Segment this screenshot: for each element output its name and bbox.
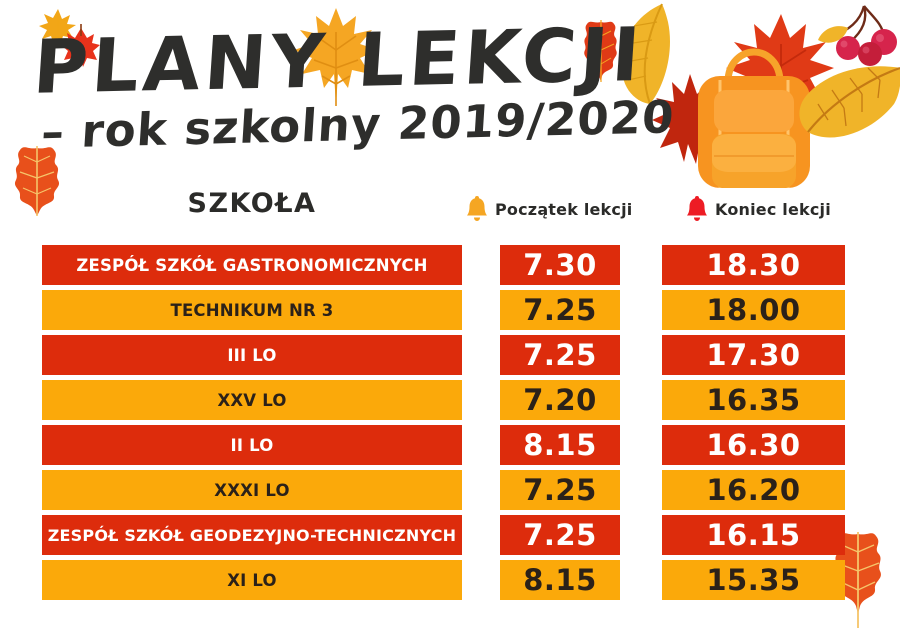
cell-school-label: TECHNIKUM NR 3 [170, 300, 334, 320]
cell-school: ZESPÓŁ SZKÓŁ GASTRONOMICZNYCH [42, 245, 462, 285]
cell-end-time: 15.35 [662, 560, 845, 600]
cell-end-time-label: 16.15 [706, 518, 801, 552]
table-row: ZESPÓŁ SZKÓŁ GEODEZYJNO-TECHNICZNYCH 7.25… [0, 515, 900, 555]
cell-start-time-label: 7.25 [523, 293, 597, 327]
cell-school-label: XXV LO [217, 390, 287, 410]
backpack-icon [698, 48, 810, 188]
cell-end-time-label: 16.30 [706, 428, 801, 462]
cell-end-time: 18.30 [662, 245, 845, 285]
cell-end-time: 18.00 [662, 290, 845, 330]
cell-school-label: II LO [230, 435, 274, 455]
table-row: XXXI LO 7.25 16.20 [0, 470, 900, 510]
legend-lesson-end: Koniec lekcji [686, 196, 831, 222]
cell-school-label: XXXI LO [214, 480, 290, 500]
cell-end-time-label: 18.30 [706, 248, 801, 282]
cell-start-time: 7.25 [500, 515, 620, 555]
cell-school: XXXI LO [42, 470, 462, 510]
cell-start-time-label: 8.15 [523, 563, 597, 597]
table-row: TECHNIKUM NR 3 7.25 18.00 [0, 290, 900, 330]
birch-leaf-large-yellow-icon [799, 66, 900, 138]
cell-end-time-label: 15.35 [706, 563, 801, 597]
cell-school: II LO [42, 425, 462, 465]
cell-start-time-label: 8.15 [523, 428, 597, 462]
small-leaf-yellow-icon [818, 26, 848, 43]
cell-school: TECHNIKUM NR 3 [42, 290, 462, 330]
column-headers: SZKOŁA Początek lekcji Koniec lekcji [0, 186, 900, 232]
page-subtitle: – rok szkolny 2019/2020 [39, 90, 677, 160]
table-row: ZESPÓŁ SZKÓŁ GASTRONOMICZNYCH 7.30 18.30 [0, 245, 900, 285]
cell-start-time: 7.20 [500, 380, 620, 420]
schedule-table: ZESPÓŁ SZKÓŁ GASTRONOMICZNYCH 7.30 18.30 TE… [0, 245, 900, 605]
cell-start-time-label: 7.25 [523, 518, 597, 552]
cell-end-time-label: 18.00 [706, 293, 801, 327]
maple-leaf-red-large-icon [726, 14, 834, 144]
cell-school-label: ZESPÓŁ SZKÓŁ GEODEZYJNO-TECHNICZNYCH [47, 525, 457, 545]
cell-start-time: 7.25 [500, 470, 620, 510]
berries-icon [833, 5, 897, 66]
table-row: XXV LO 7.20 16.35 [0, 380, 900, 420]
cell-start-time-label: 7.25 [523, 473, 597, 507]
cell-start-time: 7.25 [500, 290, 620, 330]
cell-start-time: 7.30 [500, 245, 620, 285]
cell-start-time-label: 7.30 [523, 248, 597, 282]
pencils-icon [776, 88, 796, 138]
legend-lesson-start: Początek lekcji [466, 196, 632, 222]
bell-icon-red [687, 196, 707, 221]
cell-school: XI LO [42, 560, 462, 600]
cell-end-time: 16.20 [662, 470, 845, 510]
cell-end-time-label: 16.20 [706, 473, 801, 507]
cell-school: XXV LO [42, 380, 462, 420]
cell-start-time-label: 7.25 [523, 338, 597, 372]
bell-icon-orange [467, 196, 487, 221]
cell-school: III LO [42, 335, 462, 375]
cell-end-time: 17.30 [662, 335, 845, 375]
cell-end-time-label: 17.30 [706, 338, 801, 372]
cell-start-time: 8.15 [500, 560, 620, 600]
cell-start-time: 7.25 [500, 335, 620, 375]
cell-school: ZESPÓŁ SZKÓŁ GEODEZYJNO-TECHNICZNYCH [42, 515, 462, 555]
cell-end-time-label: 16.35 [706, 383, 801, 417]
legend-lesson-end-label: Koniec lekcji [715, 199, 831, 219]
legend-lesson-start-label: Początek lekcji [495, 199, 633, 219]
cell-end-time: 16.30 [662, 425, 845, 465]
cell-school-label: III LO [227, 345, 277, 365]
cell-school-label: ZESPÓŁ SZKÓŁ GASTRONOMICZNYCH [76, 255, 428, 275]
table-row: III LO 7.25 17.30 [0, 335, 900, 375]
page-title: PLANY LEKCJI [30, 11, 647, 111]
cell-school-label: XI LO [227, 570, 277, 590]
cell-end-time: 16.35 [662, 380, 845, 420]
cell-start-time-label: 7.20 [523, 383, 597, 417]
title-block: PLANY LEKCJI – rok szkolny 2019/2020 [31, 12, 676, 159]
table-row: II LO 8.15 16.30 [0, 425, 900, 465]
header-school: SZKOŁA [187, 188, 317, 219]
table-row: XI LO 8.15 15.35 [0, 560, 900, 600]
cell-end-time: 16.15 [662, 515, 845, 555]
cell-start-time: 8.15 [500, 425, 620, 465]
